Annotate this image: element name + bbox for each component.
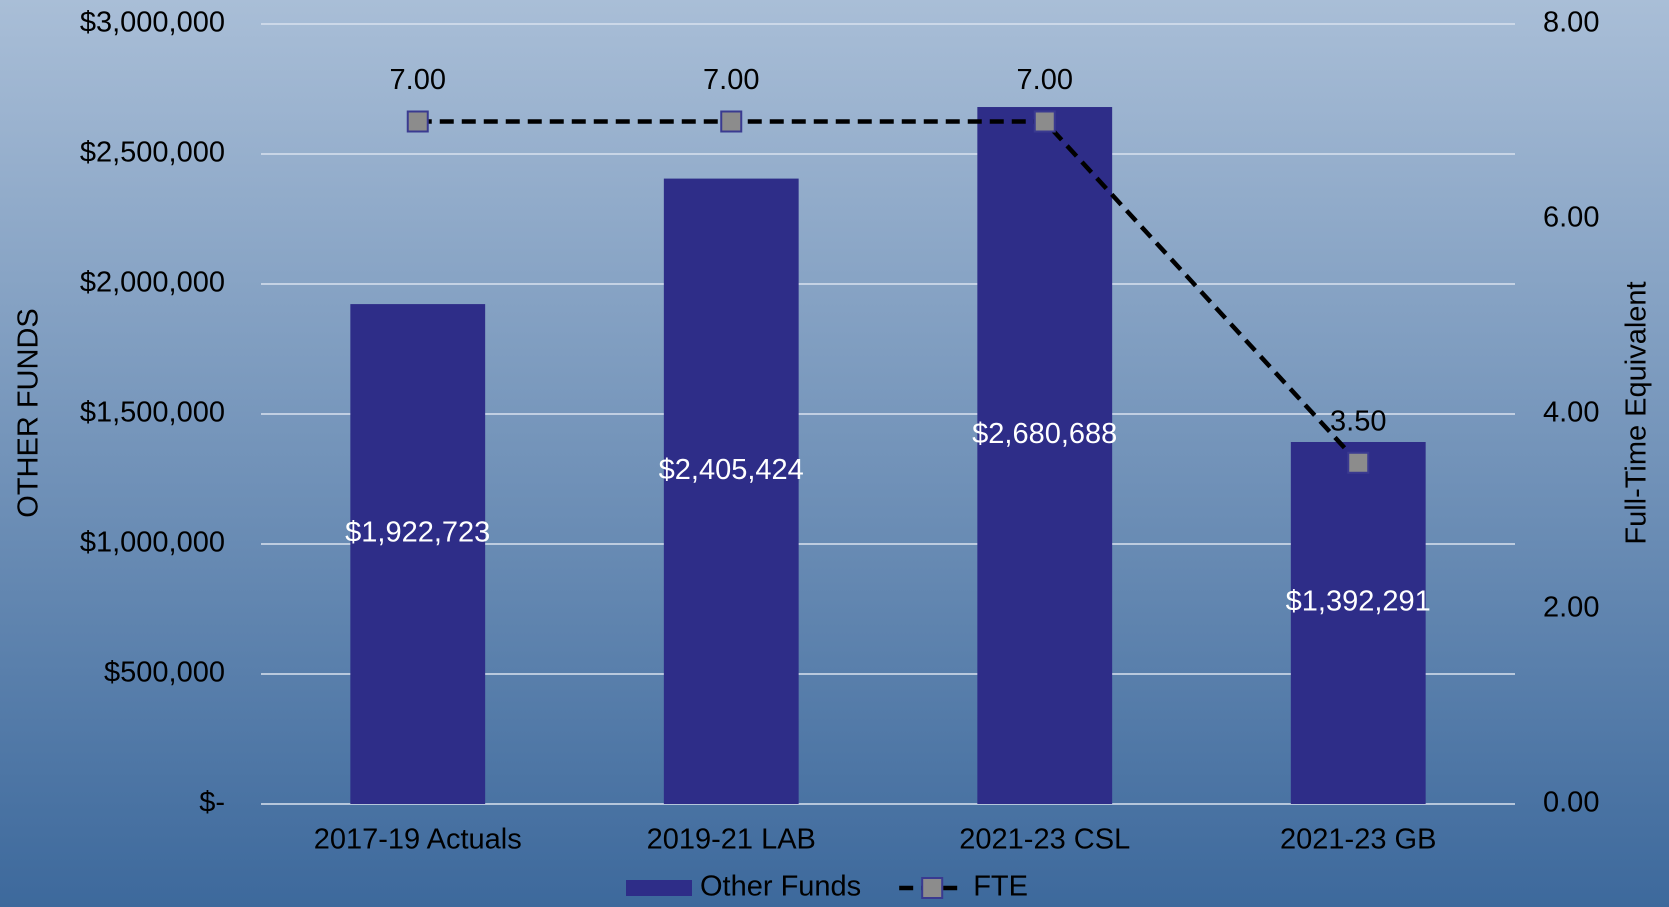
bar (350, 304, 486, 804)
line-value-label: 3.50 (1330, 405, 1386, 437)
y-axis-label: OTHER FUNDS (13, 308, 45, 517)
y-tick-label: $2,000,000 (80, 267, 225, 299)
y2-tick-label: 8.00 (1543, 7, 1599, 39)
bar (663, 178, 799, 804)
y-tick-label: $500,000 (104, 657, 225, 689)
bar-value-label: $1,392,291 (1286, 586, 1431, 618)
legend-label: FTE (973, 871, 1028, 903)
line (417, 119, 1360, 465)
line-value-label: 7.00 (390, 64, 446, 96)
line-value-label: 7.00 (1017, 64, 1073, 96)
y2-axis-label: Full-Time Equivalent (1621, 281, 1653, 544)
x-tick-label: 2021-23 CSL (959, 824, 1130, 856)
legend-label: Other Funds (700, 871, 861, 903)
marker (1347, 451, 1370, 474)
x-tick-label: 2017-19 Actuals (314, 824, 522, 856)
bar-value-label: $2,680,688 (972, 418, 1117, 450)
y-tick-label: $- (199, 787, 225, 819)
marker (406, 110, 429, 133)
legend-swatch (626, 880, 692, 896)
legend-marker (921, 877, 944, 899)
y2-tick-label: 4.00 (1543, 397, 1599, 429)
y2-tick-label: 2.00 (1543, 592, 1599, 624)
bar (1290, 442, 1426, 804)
bar-value-label: $2,405,424 (659, 454, 804, 486)
marker (720, 110, 743, 133)
line-value-label: 7.00 (703, 64, 759, 96)
y2-tick-label: 6.00 (1543, 202, 1599, 234)
y-tick-label: $2,500,000 (80, 137, 225, 169)
y-tick-label: $1,000,000 (80, 527, 225, 559)
bar (977, 107, 1113, 804)
y-tick-label: $1,500,000 (80, 397, 225, 429)
bar-value-label: $1,922,723 (345, 517, 490, 549)
marker (1033, 110, 1056, 133)
y2-tick-label: 0.00 (1543, 787, 1599, 819)
x-tick-label: 2021-23 GB (1280, 824, 1436, 856)
x-tick-label: 2019-21 LAB (647, 824, 816, 856)
y-tick-label: $3,000,000 (80, 7, 225, 39)
